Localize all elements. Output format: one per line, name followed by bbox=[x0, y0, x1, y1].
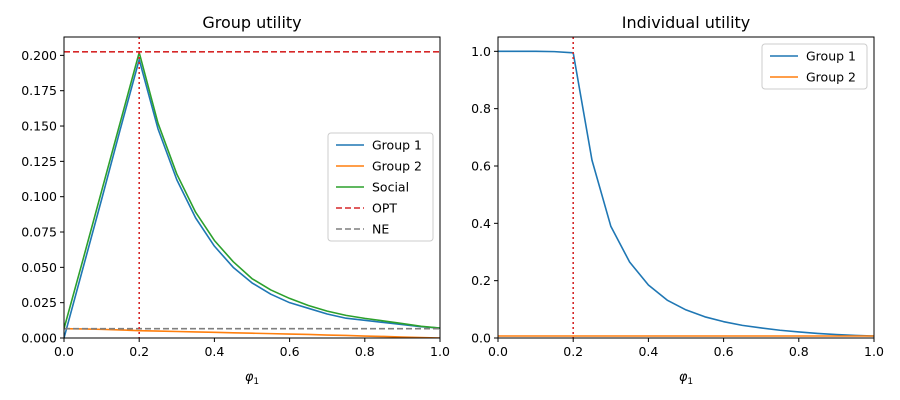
y-tick-label: 0.050 bbox=[21, 260, 57, 275]
chart-title: Individual utility bbox=[622, 13, 751, 32]
y-tick-label: 1.0 bbox=[471, 44, 491, 59]
legend-entry-group-2: Group 2 bbox=[336, 159, 422, 174]
legend-box bbox=[327, 132, 434, 242]
legend-label: NE bbox=[372, 222, 389, 237]
axes-frame bbox=[63, 36, 441, 339]
chart-title: Group utility bbox=[202, 13, 301, 32]
y-tick-label: 0.8 bbox=[471, 101, 491, 116]
x-tick-label: 0.4 bbox=[204, 344, 224, 359]
x-tick-label: 0.0 bbox=[488, 344, 508, 359]
x-tick-label: 0.6 bbox=[714, 344, 734, 359]
y-tick-label: 0.075 bbox=[21, 225, 57, 240]
y-tick-label: 0.200 bbox=[21, 48, 57, 63]
plot-area bbox=[498, 37, 874, 338]
x-tick-label: 0.8 bbox=[355, 344, 375, 359]
individual-utility-chart: Individual utility 0.0 0.2 0.4 0.6 0.8 1.0 0.0 0… bbox=[471, 13, 884, 387]
y-tick-label: 0.2 bbox=[471, 273, 491, 288]
x-tick-label: 0.0 bbox=[54, 344, 74, 359]
legend-label: Group 2 bbox=[372, 159, 422, 174]
x-tick-label: 1.0 bbox=[864, 344, 884, 359]
legend-label: Social bbox=[372, 180, 409, 195]
legend-entry-group-2: Group 2 bbox=[770, 70, 856, 85]
group-utility-chart: Group utility 0.0 0.2 0.4 0.6 0.8 1.0 0.000 0.02… bbox=[21, 13, 450, 387]
legend-entry-group-1: Group 1 bbox=[336, 138, 422, 153]
plot-area bbox=[64, 37, 440, 338]
y-tick-label: 0.6 bbox=[471, 159, 491, 174]
y-tick-label: 0.175 bbox=[21, 83, 57, 98]
y-tick-label: 0.0 bbox=[471, 331, 491, 346]
group-1-line bbox=[64, 58, 440, 338]
legend-label: Group 1 bbox=[372, 138, 422, 153]
social-line bbox=[64, 51, 440, 329]
x-tick-label: 0.2 bbox=[563, 344, 583, 359]
group-1-line bbox=[498, 50, 874, 337]
x-tick-label: 1.0 bbox=[430, 344, 450, 359]
legend: Group 1 Group 2 bbox=[761, 43, 868, 90]
x-axis-label: φ1 bbox=[245, 370, 259, 387]
legend-entry-social: Social bbox=[336, 180, 409, 195]
legend-entry-ne: NE bbox=[336, 222, 389, 237]
x-tick-label: 0.6 bbox=[280, 344, 300, 359]
y-tick-label: 0.150 bbox=[21, 119, 57, 134]
y-tick-label: 0.025 bbox=[21, 295, 57, 310]
x-tick-label: 0.8 bbox=[789, 344, 809, 359]
y-tick-label: 0.125 bbox=[21, 154, 57, 169]
y-tick-label: 0.4 bbox=[471, 216, 491, 231]
x-axis-label: φ1 bbox=[679, 370, 693, 387]
x-tick-label: 0.2 bbox=[129, 344, 149, 359]
legend-label: OPT bbox=[372, 201, 397, 216]
axes-frame bbox=[497, 36, 875, 339]
legend-label: Group 2 bbox=[806, 70, 856, 85]
legend: Group 1 Group 2 Social OPT NE bbox=[327, 132, 434, 242]
x-tick-label: 0.4 bbox=[638, 344, 658, 359]
legend-entry-opt: OPT bbox=[336, 201, 397, 216]
y-tick-label: 0.000 bbox=[21, 331, 57, 346]
legend-entry-group-1: Group 1 bbox=[770, 49, 856, 64]
y-tick-label: 0.100 bbox=[21, 189, 57, 204]
group-2-line bbox=[64, 327, 440, 338]
legend-label: Group 1 bbox=[806, 49, 856, 64]
